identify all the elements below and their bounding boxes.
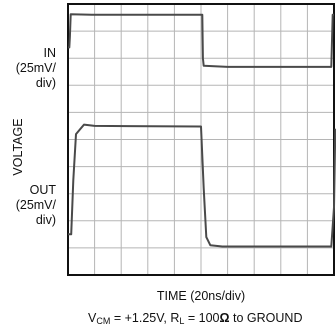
scope-frame bbox=[67, 3, 335, 276]
out-label-line2: (25mV/ bbox=[15, 198, 56, 212]
in-label-line2: (25mV/ bbox=[15, 61, 56, 75]
x-axis-label: TIME (20ns/div) bbox=[156, 289, 246, 303]
footnote-suffix: to GROUND bbox=[229, 311, 303, 325]
ohm-symbol: Ω bbox=[219, 311, 230, 325]
vcm-prefix: V bbox=[88, 311, 97, 325]
in-label-line3: div) bbox=[35, 76, 56, 90]
rl-value: = 100 bbox=[184, 311, 220, 325]
in-label-line1: IN bbox=[43, 46, 57, 60]
vcm-value: = +1.25V, R bbox=[110, 311, 180, 325]
y-axis-label: VOLTAGE bbox=[11, 118, 25, 176]
test-conditions-footnote: VCM = +1.25V, RL = 100Ω to GROUND bbox=[88, 311, 302, 326]
trace-out bbox=[68, 123, 336, 248]
vcm-subscript: CM bbox=[96, 316, 111, 326]
scope-traces bbox=[68, 13, 336, 248]
rl-subscript: L bbox=[179, 316, 185, 326]
in-channel-label: IN (25mV/ div) bbox=[0, 46, 56, 91]
trace-in bbox=[68, 13, 334, 68]
out-label-line3: div) bbox=[35, 213, 56, 227]
out-label-line1: OUT bbox=[29, 183, 56, 197]
out-channel-label: OUT (25mV/ div) bbox=[0, 183, 56, 228]
